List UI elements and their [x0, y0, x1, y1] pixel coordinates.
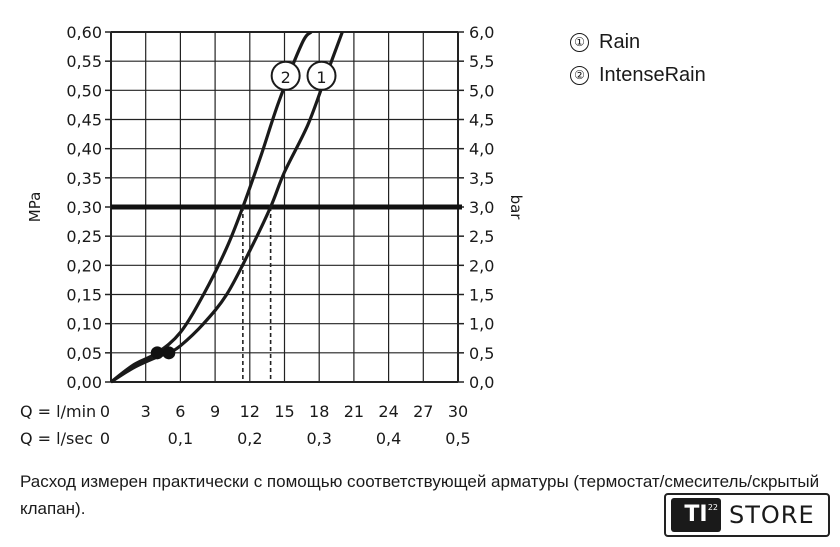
- y-axis-title: MPa: [26, 192, 44, 223]
- x-tick-label-lmin: 18: [309, 402, 329, 421]
- x-tick-label-lsec: 0,1: [168, 429, 193, 448]
- x-tick-label-lmin: 12: [240, 402, 260, 421]
- y-tick-label: 0,00: [66, 373, 102, 392]
- y2-tick-label: 5,0: [469, 81, 494, 100]
- logo-text: STORE: [729, 501, 815, 529]
- y2-tick-label: 1,0: [469, 315, 494, 334]
- x-tick-label-lmin: 21: [344, 402, 364, 421]
- y2-tick-label: 2,5: [469, 227, 494, 246]
- y-tick-label: 0,15: [66, 286, 102, 305]
- curve-marker-circle: [270, 60, 301, 91]
- logo-mark-sup: 22: [707, 503, 718, 512]
- curve-marker-label: 1: [316, 68, 326, 87]
- x-tick-label-lmin: 0: [100, 402, 110, 421]
- y-tick-label: 0,05: [66, 344, 102, 363]
- y-tick-label: 0,10: [66, 315, 102, 334]
- x-tick-label-lsec: 0,4: [376, 429, 401, 448]
- y-tick-label: 0,20: [66, 256, 102, 275]
- curve-marker-1: 1: [306, 60, 337, 91]
- y-tick-label: 0,60: [66, 23, 102, 42]
- x-tick-label-lsec: 0,3: [306, 429, 331, 448]
- y2-tick-label: 2,0: [469, 256, 494, 275]
- x-tick-label-lsec: 0: [100, 429, 110, 448]
- y2-axis-title: bar: [507, 195, 525, 221]
- x-tick-label-lmin: 15: [274, 402, 294, 421]
- y2-tick-label: 3,0: [469, 198, 494, 217]
- curve-marker-circle: [306, 60, 337, 91]
- x-axis-title-lsec: Q = l/sec: [20, 429, 93, 448]
- y2-tick-label: 4,0: [469, 140, 494, 159]
- x-tick-label-lsec: 0,5: [445, 429, 470, 448]
- y2-tick-label: 4,5: [469, 111, 494, 130]
- series-dot-intenserain: [150, 346, 164, 360]
- y2-tick-label: 6,0: [469, 23, 494, 42]
- y2-tick-label: 3,5: [469, 169, 494, 188]
- series-dot-rain: [162, 346, 176, 360]
- legend-marker-2: ②: [570, 66, 589, 85]
- logo-mark-text: TI: [684, 502, 708, 527]
- x-tick-label-lmin: 30: [448, 402, 468, 421]
- logo-mark: TI 22: [671, 498, 721, 532]
- x-tick-label-lmin: 27: [413, 402, 433, 421]
- flow-pressure-chart: 0,00 0,00,05 0,50,10 1,00,15 1,50,20 2,00,25 2…: [20, 23, 525, 448]
- y-tick-label: 0,30: [66, 198, 102, 217]
- measurement-caption: Расход измерен практически с помощью соо…: [20, 472, 820, 518]
- x-tick-label-lsec: 0,2: [237, 429, 262, 448]
- legend-marker-1: ①: [570, 33, 589, 52]
- curve-marker-label: 2: [281, 68, 291, 87]
- legend-item-rain: ① Rain: [570, 26, 706, 59]
- y2-tick-label: 0,0: [469, 373, 494, 392]
- x-tick-label-lmin: 3: [141, 402, 151, 421]
- curve-marker-2: 2: [270, 60, 301, 91]
- y2-tick-label: 1,5: [469, 286, 494, 305]
- legend-item-intenserain: ② IntenseRain: [570, 59, 706, 92]
- store-logo: TI 22 STORE: [664, 493, 830, 537]
- y-tick-label: 0,35: [66, 169, 102, 188]
- y2-tick-label: 0,5: [469, 344, 494, 363]
- legend-label-intenserain: IntenseRain: [599, 64, 706, 86]
- y-tick-label: 0,25: [66, 227, 102, 246]
- y-tick-label: 0,40: [66, 140, 102, 159]
- x-axis-title-lmin: Q = l/min: [20, 402, 96, 421]
- y2-tick-label: 5,5: [469, 52, 494, 71]
- y-tick-label: 0,50: [66, 81, 102, 100]
- y-tick-label: 0,45: [66, 111, 102, 130]
- x-tick-label-lmin: 9: [210, 402, 220, 421]
- x-tick-label-lmin: 24: [378, 402, 398, 421]
- legend-label-rain: Rain: [599, 31, 641, 53]
- y-tick-label: 0,55: [66, 52, 102, 71]
- x-tick-label-lmin: 6: [175, 402, 185, 421]
- chart-legend: ① Rain ② IntenseRain: [570, 26, 706, 92]
